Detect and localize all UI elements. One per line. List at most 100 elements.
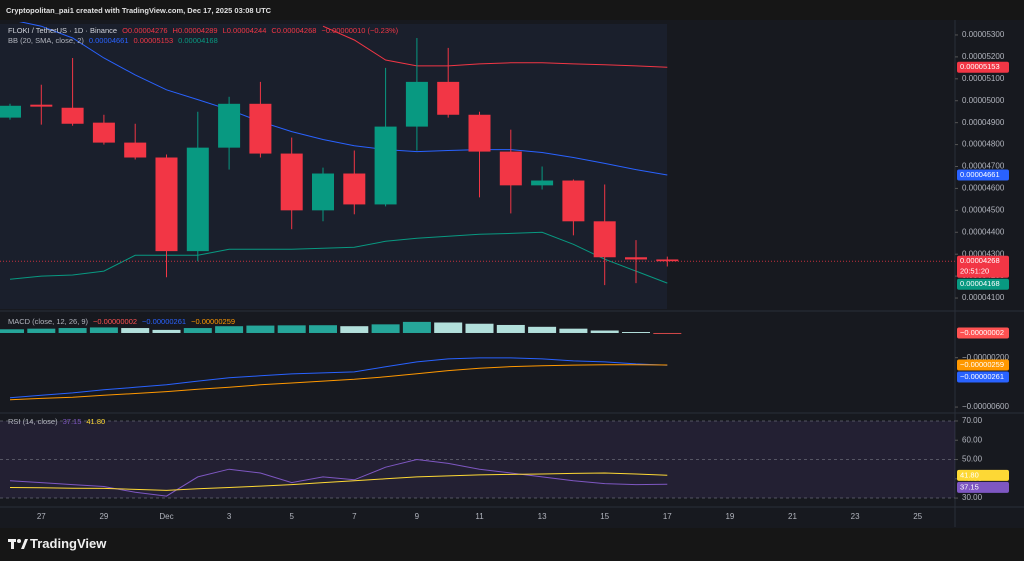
rsi-pane: [9, 458, 668, 497]
histogram-bar: [183, 328, 212, 333]
y-tick-label: 0.00004100: [962, 293, 1005, 302]
rsi-header: RSI (14, close) 37.15 41.80: [8, 417, 105, 426]
price-label-bg: [957, 255, 1009, 278]
histogram-bar: [590, 330, 619, 333]
price-label-bg: [957, 359, 1009, 371]
histogram-bar: [152, 329, 181, 333]
histogram-bar: [622, 332, 650, 333]
y-tick-label: 0.00005300: [962, 30, 1005, 39]
histogram-bar: [121, 328, 150, 333]
x-tick-label: 13: [538, 512, 547, 521]
price-label: −0.00000259: [957, 359, 1009, 371]
band-shade: [0, 24, 667, 309]
ohlc-label: −0.00000010 (−0.23%): [321, 26, 399, 35]
x-tick-label: Dec: [159, 512, 173, 521]
rsi-title: RSI (14, close): [8, 417, 58, 426]
histogram-bar: [340, 326, 369, 333]
candle-body: [656, 259, 679, 262]
candle-body: [468, 114, 491, 152]
bb-header: BB (20, SMA, close, 2) 0.00004661 0.000051…: [8, 36, 218, 45]
macd-value: −0.00000261: [142, 317, 187, 326]
price-label-bg: [957, 371, 1009, 383]
x-tick-label: 21: [788, 512, 797, 521]
x-tick-label: 17: [663, 512, 672, 521]
rsi-line: [9, 472, 668, 491]
y-tick-label: 0.00005100: [962, 74, 1005, 83]
y-tick-label: 0.00005200: [962, 52, 1005, 61]
y-tick-label: 0.00005000: [962, 96, 1005, 105]
histogram-bar: [371, 324, 400, 333]
ohlc-label: O0.00004276: [122, 26, 168, 35]
candle-body: [562, 180, 585, 222]
y-tick-label: 50.00: [962, 455, 983, 464]
histogram-bar: [215, 326, 244, 333]
price-label-bg: [957, 61, 1009, 73]
histogram-bar: [653, 332, 682, 334]
candle-body: [531, 180, 554, 186]
histogram-bar: [58, 328, 87, 333]
y-tick-label: 30.00: [962, 493, 983, 502]
macd-title: MACD (close, 12, 26, 9): [8, 317, 89, 326]
x-tick-label: 27: [37, 512, 46, 521]
brand: TradingView: [30, 536, 107, 551]
histogram-bar: [434, 322, 463, 333]
y-tick-label: 60.00: [962, 435, 983, 444]
x-tick-label: 3: [227, 512, 232, 521]
x-tick-label: 7: [352, 512, 357, 521]
y-tick-label: 0.00004500: [962, 205, 1005, 214]
candle-body: [249, 103, 272, 154]
candle-body: [186, 147, 209, 252]
candle-body: [593, 221, 616, 258]
histogram-bar: [496, 324, 525, 333]
candle-body: [61, 107, 84, 124]
macd-line: [9, 364, 668, 401]
candle-body: [280, 153, 303, 211]
ohlc-label: L0.00004244: [222, 26, 267, 35]
candle-body: [92, 122, 115, 143]
x-tick-label: 25: [913, 512, 922, 521]
histogram-bar: [27, 328, 56, 333]
price-label-bg: [957, 327, 1009, 339]
price-label-text: 0.00004268: [960, 256, 1000, 265]
bollinger-line: [18, 22, 668, 176]
candle-body: [0, 105, 21, 118]
histogram-bar: [528, 326, 557, 333]
countdown: 20:51:20: [960, 267, 989, 276]
candle-body: [124, 142, 147, 158]
y-tick-label: −0.00000600: [962, 402, 1009, 411]
candle-body: [374, 126, 397, 205]
x-tick-label: 9: [415, 512, 420, 521]
bollinger-line: [322, 25, 668, 68]
rsi-value: 37.15: [62, 417, 82, 426]
price-label: 37.15: [957, 481, 1009, 493]
y-tick-label: 0.00004800: [962, 140, 1005, 149]
y-tick-label: −0.00000200: [962, 353, 1009, 362]
candle-body: [437, 81, 460, 115]
bb-value: 0.00004168: [178, 36, 218, 45]
price-label: 0.00004268 20:51:20: [957, 255, 1009, 278]
price-label-bg: [957, 481, 1009, 493]
y-tick-label: 0.00004900: [962, 118, 1005, 127]
histogram-bar: [89, 327, 118, 333]
y-tick-label: 0.00004300: [962, 249, 1005, 258]
price-label: 0.00004168: [957, 278, 1009, 290]
x-tick-label: 11: [475, 512, 484, 521]
credit: Cryptopolitan_pai1 created with TradingV…: [6, 6, 272, 15]
bb-title: BB (20, SMA, close, 2): [8, 36, 84, 45]
histogram-bar: [559, 328, 588, 333]
macd-value: −0.00000259: [191, 317, 236, 326]
price-header: FLOKI / TetherUS · 1D · Binance O0.000042…: [8, 26, 398, 35]
symbol: FLOKI / TetherUS · 1D · Binance: [8, 26, 118, 35]
rsi-value: 41.80: [86, 417, 106, 426]
price-label-text: −0.00000002: [960, 328, 1004, 337]
price-label: 0.00005153: [957, 61, 1009, 73]
macd-line: [9, 357, 668, 399]
candle-body: [155, 157, 178, 252]
bb-value: 0.00004661: [88, 36, 129, 45]
histogram-bar: [309, 325, 337, 333]
price-label: −0.00000261: [957, 371, 1009, 383]
ohlc-label: C0.00004268: [271, 26, 317, 35]
histogram-bar: [277, 325, 306, 333]
histogram-bar: [246, 325, 275, 333]
